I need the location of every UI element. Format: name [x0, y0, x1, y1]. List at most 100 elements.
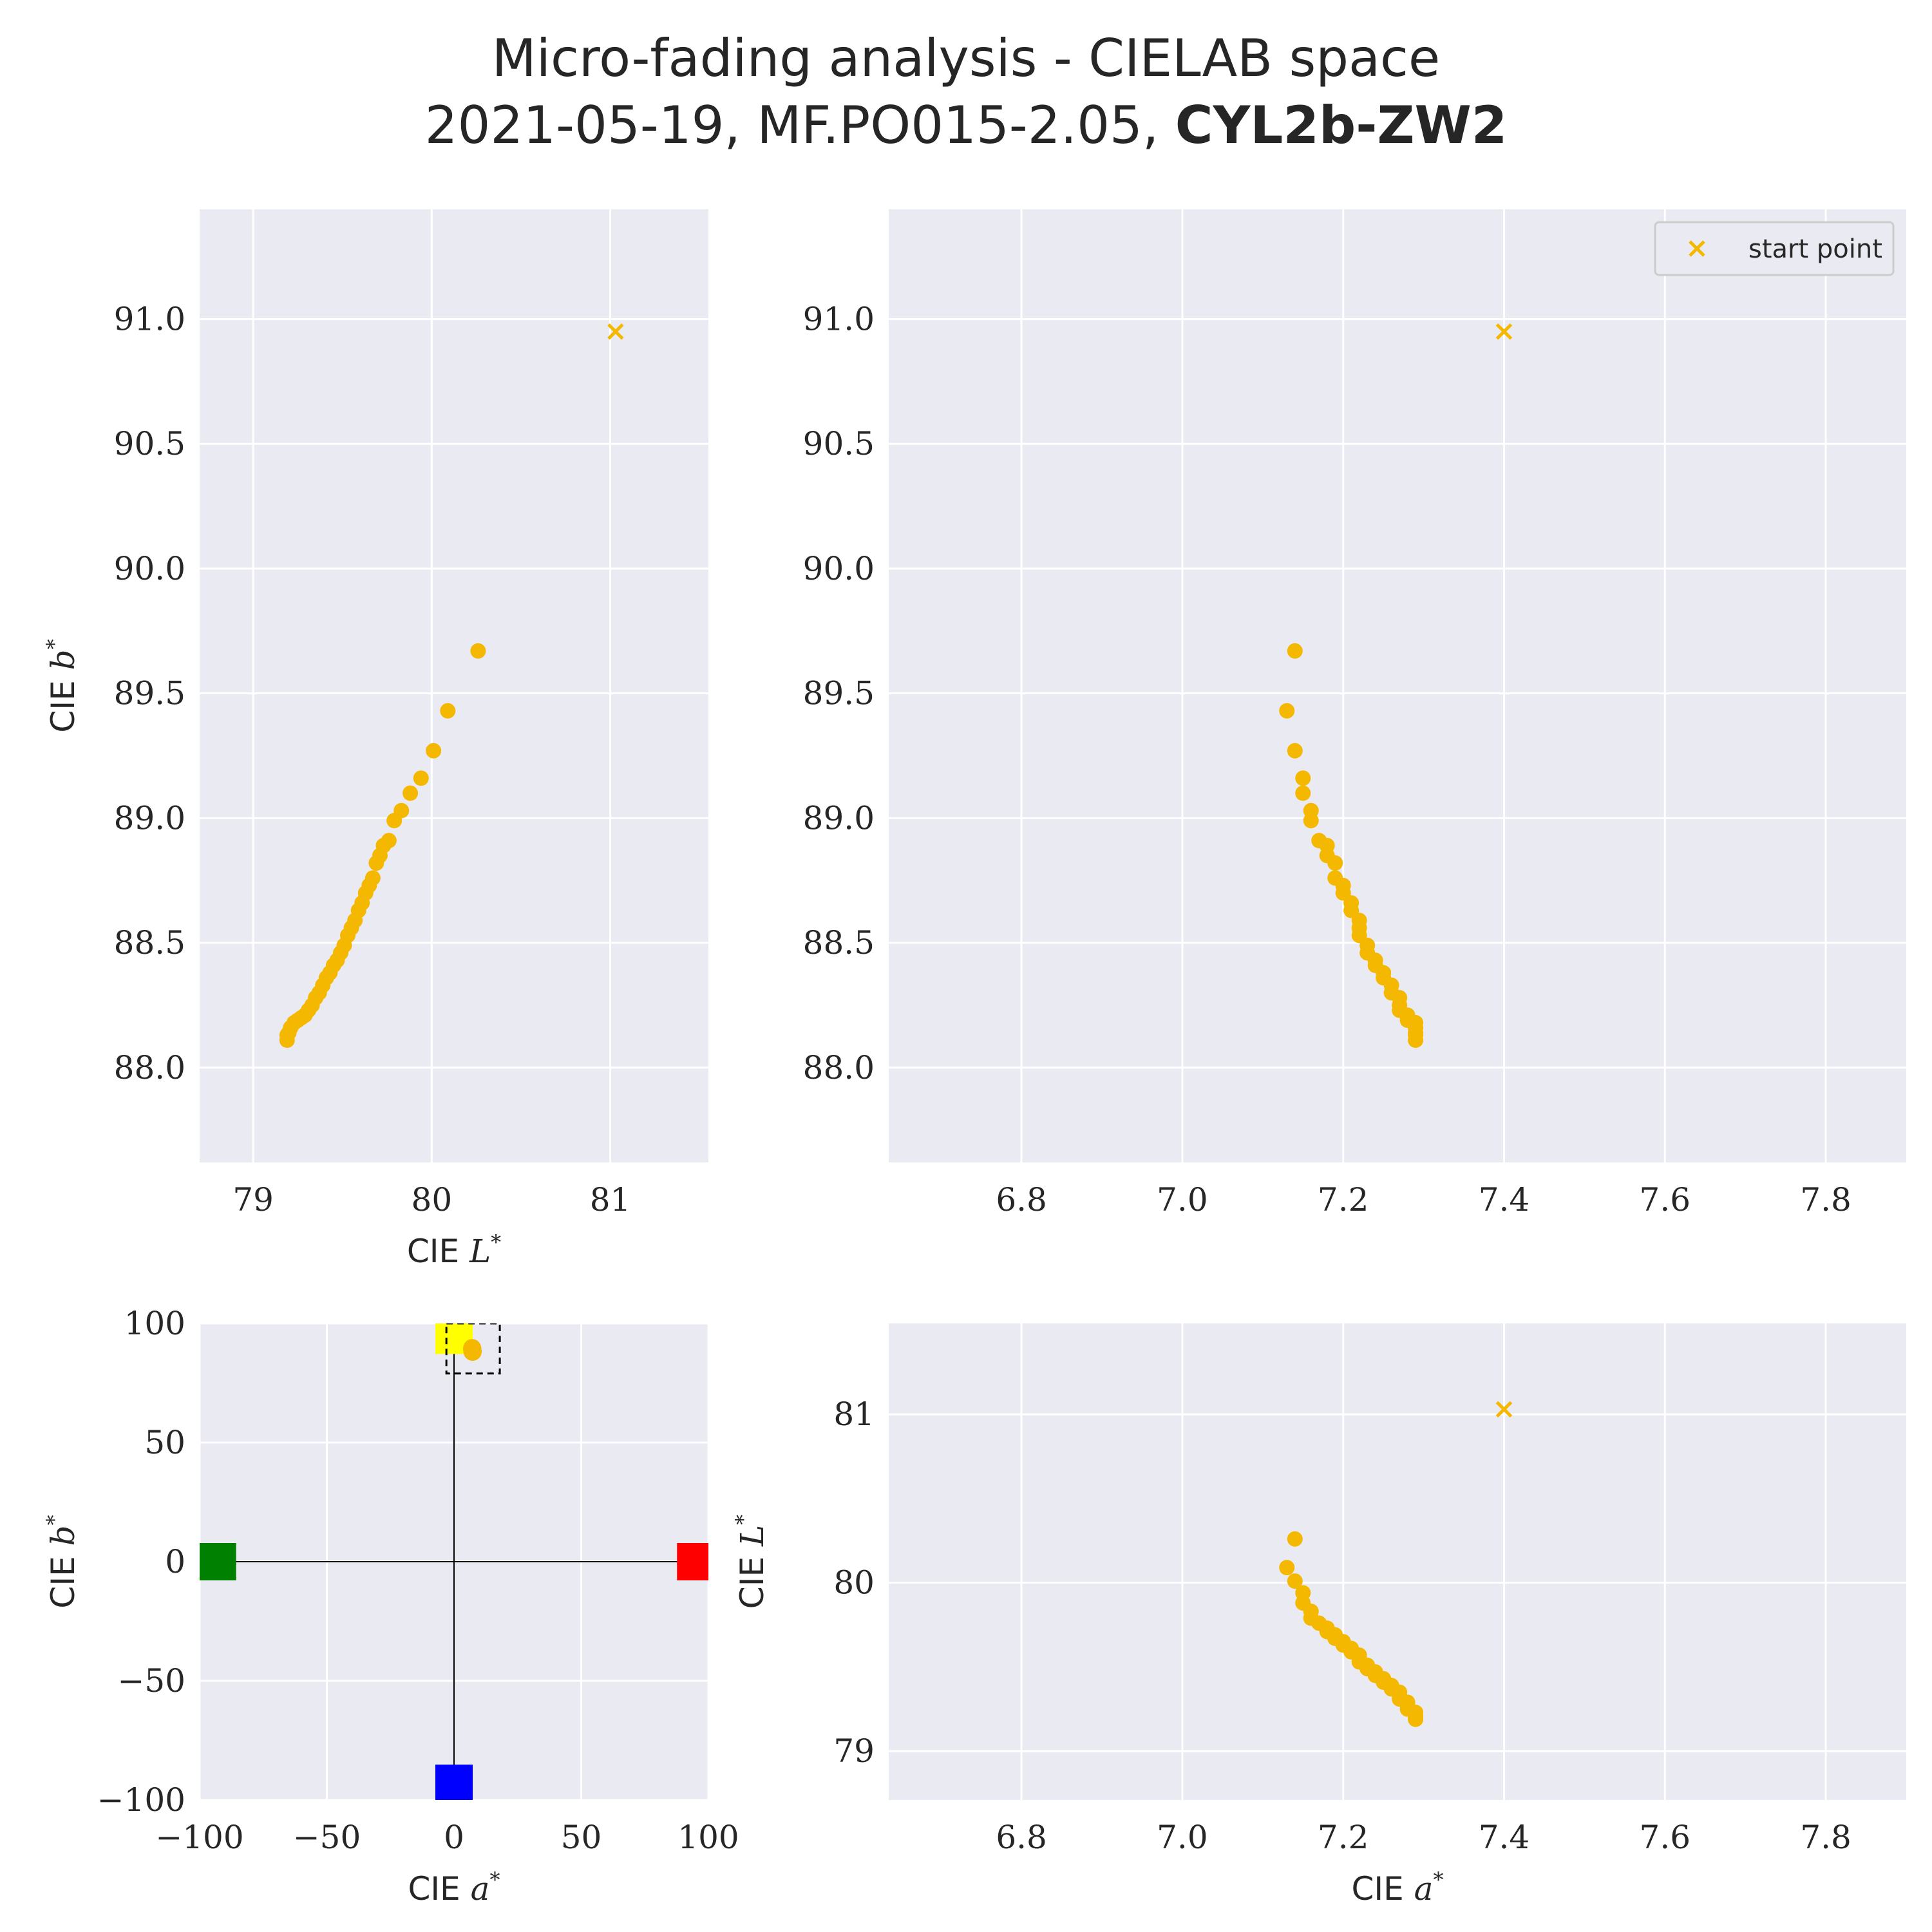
x-axis-label: CIE a* [1352, 1868, 1444, 1908]
y-tick-label: 88.0 [803, 1049, 875, 1086]
x-axis-label-text: CIE [407, 1233, 469, 1270]
y-axis-label-symbol: b [44, 1525, 82, 1546]
x-tick-label: 0 [444, 1819, 464, 1856]
color-reference-square [200, 1543, 236, 1580]
plot-content [1279, 1401, 1513, 1727]
y-tick-label: 89.0 [803, 799, 875, 837]
data-point [279, 1032, 295, 1048]
x-tick-label: 100 [677, 1819, 739, 1856]
data-point [440, 703, 456, 719]
y-axis-label-symbol: L [734, 1525, 771, 1547]
figure-title-line-1: Micro-fading analysis - CIELAB space [492, 28, 1441, 88]
x-tick-label: −100 [155, 1819, 243, 1856]
data-point [1279, 703, 1295, 719]
start-point-stroke [1495, 1401, 1513, 1418]
y-tick-label: −50 [117, 1662, 185, 1700]
x-tick-label: 81 [590, 1181, 631, 1218]
x-tick-label: 7.8 [1800, 1181, 1852, 1218]
x-tick-label: 7.6 [1640, 1819, 1691, 1856]
x-axis-label: CIE a* [408, 1868, 500, 1908]
data-point [470, 643, 486, 659]
x-axis-label: CIE L* [407, 1230, 501, 1270]
legend-frame [1654, 221, 1895, 276]
data-point [1408, 1711, 1424, 1727]
y-tick-label: 90.5 [803, 425, 875, 462]
data-point [1279, 1560, 1295, 1576]
start-point-stroke [1495, 323, 1513, 340]
y-tick-label: −100 [97, 1781, 185, 1819]
y-tick-label: 90.0 [114, 550, 185, 587]
x-tick-label: 7.0 [1157, 1181, 1208, 1218]
plot-content [1279, 323, 1513, 1048]
y-axis-label-star: * [42, 1515, 66, 1525]
legend-label: start point [1748, 234, 1882, 264]
panel-a-vs-b-zoom: 6.8 7.0 7.2 7.4 7.6 7.8 88.0 88.5 89.0 89.5 90.0 90… [803, 209, 1906, 1218]
figure-title-line-2: 2021-05-19, MF.PO015-2.05, CYL2b-ZW2 [425, 95, 1508, 155]
data-point [1287, 1531, 1303, 1547]
x-tick-label: −50 [293, 1819, 361, 1856]
plot-area [889, 1323, 1906, 1800]
color-reference-square [677, 1543, 708, 1580]
data-point [1287, 743, 1303, 759]
x-tick-label: 7.4 [1479, 1819, 1530, 1856]
y-tick-label: 88.5 [114, 924, 185, 961]
y-axis-label-star: * [42, 639, 66, 649]
y-axis-label: CIE L* [731, 1515, 771, 1609]
y-tick-label: 0 [165, 1543, 185, 1580]
data-point [1287, 1573, 1303, 1589]
data-point [1327, 855, 1343, 871]
data-point [1408, 1032, 1424, 1048]
data-point [426, 743, 442, 759]
y-tick-label: 89.5 [803, 675, 875, 712]
x-tick-label: 50 [561, 1819, 602, 1856]
x-tick-label: 7.2 [1318, 1181, 1369, 1218]
start-point-marker [607, 323, 624, 340]
plot-area [889, 209, 1906, 1162]
x-tick-label: 7.8 [1800, 1819, 1852, 1856]
x-axis-label-symbol: a [1414, 1870, 1434, 1908]
x-tick-label: 80 [412, 1181, 453, 1218]
y-tick-label: 90.5 [114, 425, 185, 462]
x-axis-label-star: * [1433, 1868, 1443, 1892]
data-point [1303, 813, 1319, 829]
start-point-stroke [607, 323, 624, 340]
data-point [386, 813, 402, 829]
x-tick-label: 7.2 [1318, 1819, 1369, 1856]
color-reference-square [435, 1765, 473, 1800]
plot-content [200, 1323, 708, 1800]
data-point [1295, 770, 1311, 786]
start-point-marker [1495, 1401, 1513, 1418]
x-axis-label-star: * [489, 1868, 500, 1892]
figure-title-sample: CYL2b-ZW2 [1175, 95, 1508, 155]
y-axis-label-star: * [731, 1515, 755, 1525]
data-point [1295, 785, 1311, 801]
y-tick-label: 89.0 [114, 799, 185, 837]
plot-content [279, 323, 624, 1048]
y-axis-label: CIE b* [42, 1515, 82, 1608]
x-axis-label-symbol: L [469, 1233, 491, 1270]
legend: start point [1654, 221, 1895, 276]
x-axis-label-text: CIE [408, 1870, 471, 1908]
data-point [1287, 643, 1303, 659]
x-axis-label-star: * [491, 1230, 501, 1255]
x-axis-label-text: CIE [1352, 1870, 1414, 1908]
data-point [402, 785, 419, 801]
figure-title-date-and-id: 2021-05-19, MF.PO015-2.05, [425, 95, 1175, 155]
y-tick-label: 81 [833, 1396, 875, 1433]
zoom-region-box [445, 1323, 501, 1375]
y-tick-label: 91.0 [114, 300, 185, 337]
plot-area [200, 209, 708, 1162]
data-point [368, 855, 384, 871]
y-tick-label: 79 [833, 1732, 875, 1770]
x-tick-label: 6.8 [996, 1181, 1047, 1218]
x-tick-label: 7.4 [1479, 1181, 1530, 1218]
y-tick-label: 91.0 [803, 300, 875, 337]
data-point [413, 770, 429, 786]
y-axis-label-text: CIE [44, 1546, 82, 1608]
x-tick-label: 79 [232, 1181, 274, 1218]
y-tick-label: 88.0 [114, 1049, 185, 1086]
